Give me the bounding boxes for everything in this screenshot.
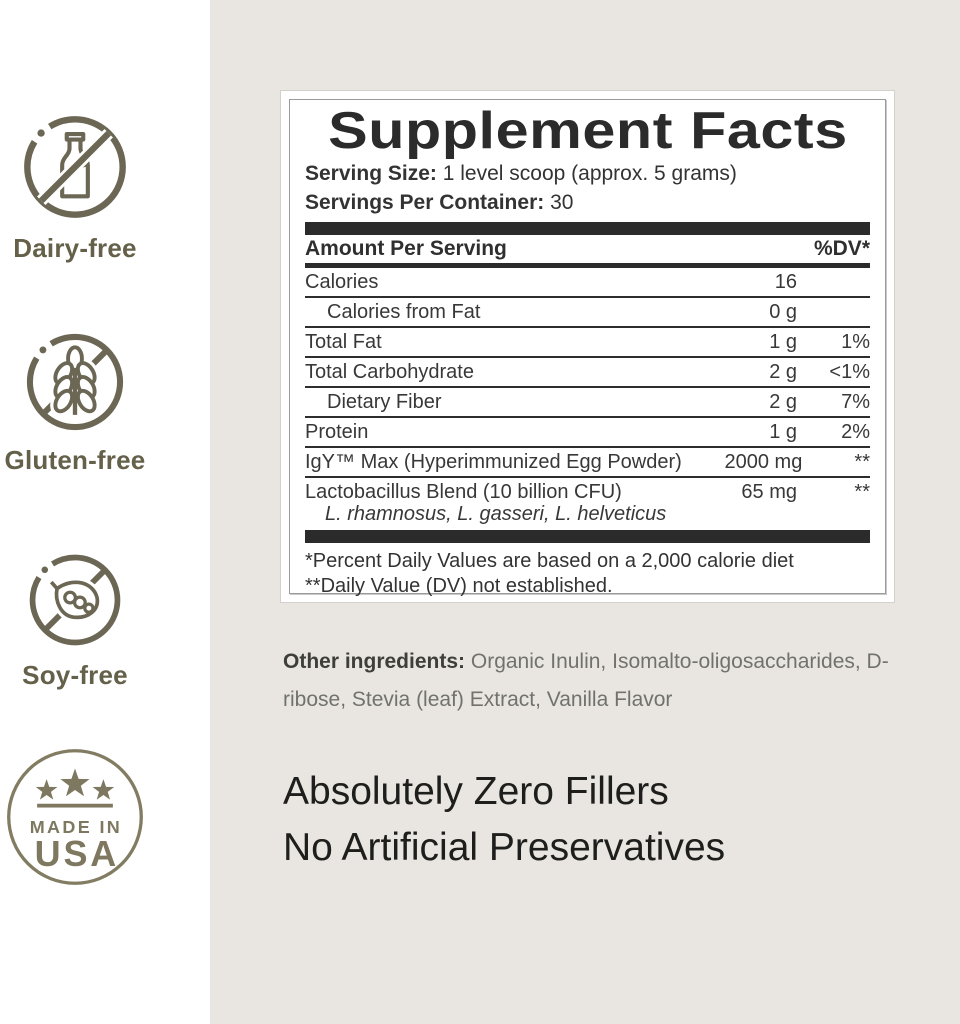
badge-dairy-free-label: Dairy-free [13,233,137,263]
nutrient-dv: <1% [829,360,870,383]
nutrient-amount: 0 g [769,300,797,323]
other-ingredients-label: Other ingredients: [283,650,466,673]
footnote-not-established: **Daily Value (DV) not established. [305,575,613,597]
nutrient-dv: 7% [841,390,870,413]
nutrient-amount: 2000 mg [724,450,803,473]
table-row: Calories 16 [305,268,870,296]
other-ingredients: Other ingredients: Organic Inulin, Isoma… [283,643,907,719]
amount-per-serving-header: Amount Per Serving [305,237,507,260]
no-gluten-icon [26,333,124,431]
badge-dairy-free: Dairy-free [0,112,150,264]
serving-size-line: Serving Size: 1 level scoop (approx. 5 g… [305,161,870,187]
nutrient-name: Protein [305,420,369,443]
nutrient-amount: 1 g [769,420,797,443]
divider-thick-bottom [305,530,870,543]
badge-soy-free: Soy-free [0,551,150,691]
supplement-facts-frame: Supplement Facts Serving Size: 1 level s… [289,99,886,597]
claim-zero-fillers: Absolutely Zero Fillers [283,770,669,813]
table-row: IgY™ Max (Hyperimmunized Egg Powder) 200… [305,446,870,476]
nutrient-amount: 2 g [769,390,797,413]
claim-no-preservatives: No Artificial Preservatives [283,826,726,869]
table-row: Total Carbohydrate 2 g <1% [305,356,870,386]
nutrient-dv: ** [854,450,870,473]
supplement-facts-title: Supplement Facts [327,102,848,160]
servings-value: 30 [550,191,574,214]
star-icon [92,779,115,800]
usa-text: USA [35,833,119,874]
supplement-facts-panel: Supplement Facts Serving Size: 1 level s… [280,90,895,603]
nutrient-amount: 2 g [769,360,797,383]
nutrient-dv: ** [854,480,870,503]
table-row: Calories from Fat 0 g [305,296,870,326]
divider-medium [305,263,870,268]
sub-ingredients: L. rhamnosus, L. gasseri, L. helveticus [325,503,667,525]
servings-label: Servings Per Container: [305,191,545,214]
nutrient-name: Calories from Fat [327,300,481,323]
nutrient-amount: 1 g [769,330,797,353]
made-in-text: MADE IN [30,817,122,837]
star-icon [35,779,58,800]
nutrient-name: Calories [305,270,379,293]
star-icon [60,768,90,797]
table-row: Protein 1 g 2% [305,416,870,446]
facts-table: Calories 16 Calories from Fat 0 g [305,268,870,530]
table-row: Dietary Fiber 2 g 7% [305,386,870,416]
badge-gluten-free-label: Gluten-free [4,445,146,475]
nutrient-name: Dietary Fiber [327,390,442,413]
made-in-usa-badge-icon: MADE IN USA [7,749,143,885]
no-soy-icon [29,554,121,646]
footnotes: *Percent Daily Values are based on a 2,0… [305,549,870,599]
claims-block: Absolutely Zero Fillers No Artificial Pr… [283,764,725,876]
nutrient-amount: 65 mg [741,480,797,503]
nutrient-amount: 16 [774,270,797,293]
serving-size-value: 1 level scoop (approx. 5 grams) [442,162,737,185]
badge-made-in-usa: MADE IN USA [0,746,150,893]
table-row: Total Fat 1 g 1% [305,326,870,356]
no-dairy-icon [24,116,126,218]
nutrient-name: IgY™ Max (Hyperimmunized Egg Powder) [305,450,682,473]
divider-thick-top [305,222,870,235]
dv-header: %DV* [813,237,870,260]
badge-gluten-free: Gluten-free [0,330,150,476]
badge-soy-free-label: Soy-free [22,660,128,690]
nutrient-name: Total Carbohydrate [305,360,474,383]
nutrient-dv: 2% [841,420,870,443]
facts-table-header: Amount Per Serving %DV* [305,235,870,263]
servings-per-container-line: Servings Per Container: 30 [305,190,870,216]
other-ingredients-value: Organic Inulin, Isomalto-oligosaccharide… [283,650,889,711]
table-row: Lactobacillus Blend (10 billion CFU) 65 … [305,476,870,530]
nutrient-dv: 1% [841,330,870,353]
nutrient-name: Lactobacillus Blend (10 billion CFU) [305,480,622,503]
nutrient-name: Total Fat [305,330,382,353]
serving-size-label: Serving Size: [305,162,437,185]
footnote-dv: *Percent Daily Values are based on a 2,0… [305,550,794,572]
